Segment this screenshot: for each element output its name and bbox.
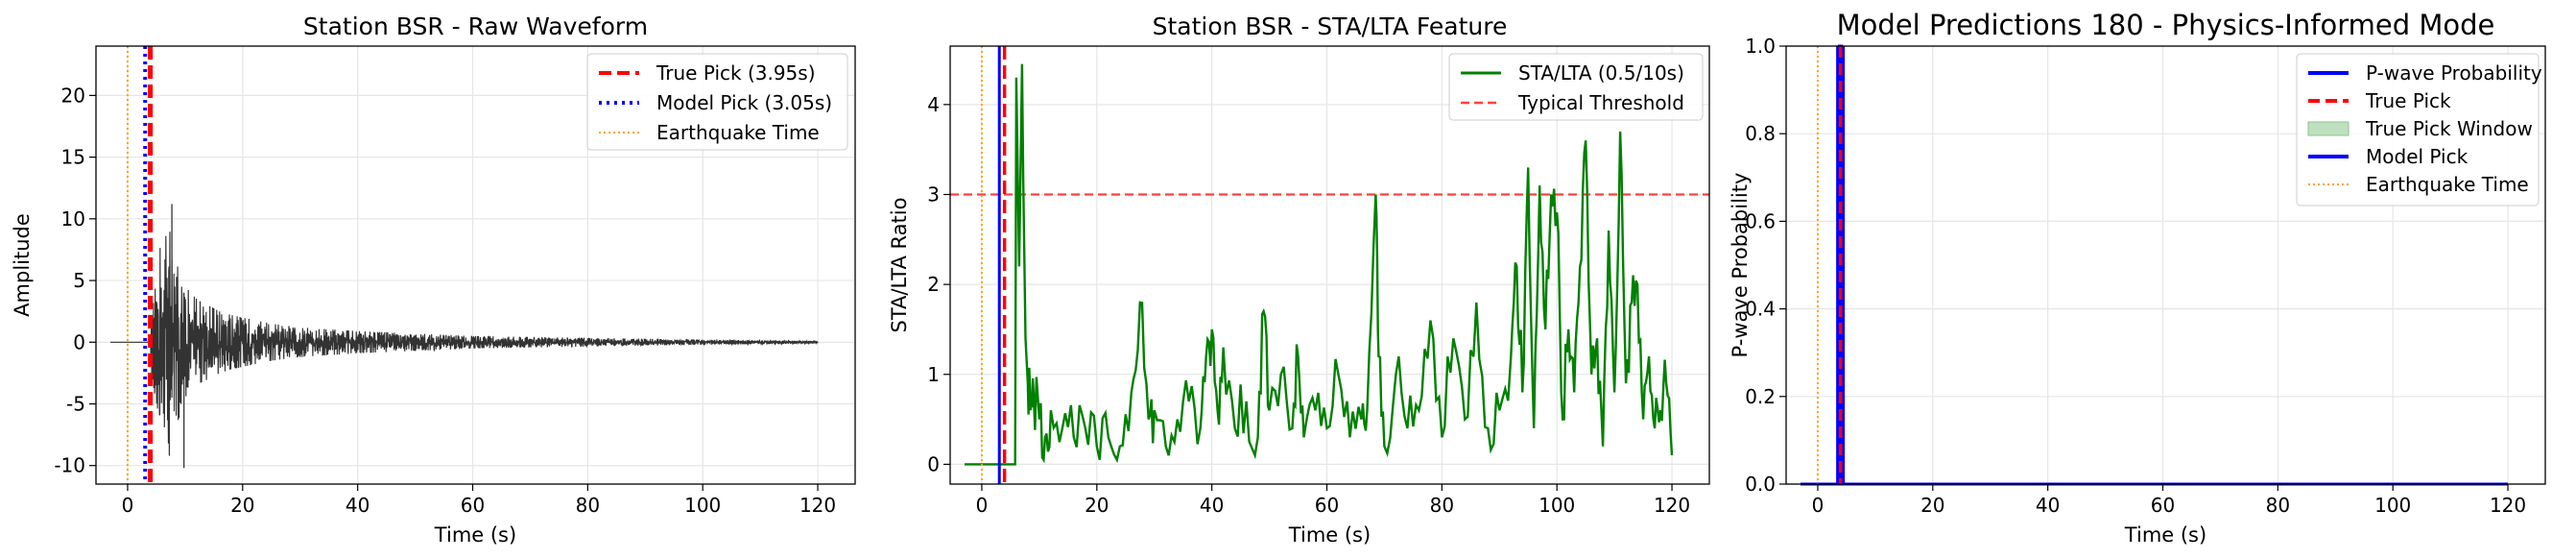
plot-frame-1 [95, 45, 856, 485]
x-tick-label: 0 [122, 494, 134, 517]
sta-lta-line [965, 63, 1674, 466]
y-tick-label: 0.4 [1745, 298, 1776, 321]
panel-model-predictions: 0 20 40 60 80 100 120 0.0 0.2 0.4 0.6 0.8 1.0 Model … [1729, 9, 2546, 547]
x-tick-label: 100 [2374, 494, 2411, 517]
y-tick-label: 0.2 [1745, 385, 1776, 408]
legend-3-swatch-window [2307, 121, 2349, 136]
x-tick-label: 80 [2266, 494, 2290, 517]
y-tick-label: 10 [61, 207, 85, 231]
chart-title-3: Model Predictions 180 - Physics-Informed… [1837, 9, 2495, 41]
y-tick-label: 4 [927, 93, 940, 116]
plot-frame-2 [949, 45, 1710, 485]
x-axis-label-1: Time (s) [434, 523, 516, 547]
x-tick-label: 80 [1430, 494, 1454, 517]
legend-3-label-earthquake: Earthquake Time [2366, 173, 2529, 196]
x-tick-label: 40 [1200, 494, 1224, 517]
legend-box-2 [1448, 53, 1704, 121]
y-axis-label-2: STA/LTA Ratio [888, 198, 911, 333]
ticks-3: 0 20 40 60 80 100 120 0.0 0.2 0.4 0.6 0.8 1.0 [1745, 35, 2526, 517]
x-tick-label: 20 [1920, 494, 1944, 517]
x-tick-label: 120 [1654, 494, 1690, 517]
x-tick-label: 100 [1538, 494, 1575, 517]
legend-3-label-true-pick: True Pick [2365, 89, 2451, 112]
x-axis-label-3: Time (s) [2124, 523, 2206, 547]
y-tick-label: 0.0 [1745, 473, 1776, 496]
chart-title-1: Station BSR - Raw Waveform [303, 12, 648, 40]
y-tick-label: 0 [927, 452, 940, 475]
x-tick-label: 40 [2036, 494, 2060, 517]
x-tick-label: 60 [2151, 494, 2175, 517]
x-tick-label: 120 [2490, 494, 2526, 517]
chart-title-2: Station BSR - STA/LTA Feature [1153, 12, 1508, 40]
x-tick-label: 0 [976, 494, 989, 517]
y-tick-label: 2 [927, 273, 940, 296]
legend-1-label-model-pick: Model Pick (3.05s) [656, 91, 832, 114]
y-tick-label: 15 [61, 146, 85, 169]
panel-sta-lta: 0 20 40 60 80 100 120 0 1 2 3 4 Station BSR - STA/L… [888, 12, 1710, 547]
legend-2: STA/LTA (0.5/10s) Typical Threshold [1448, 53, 1704, 121]
y-tick-label: 3 [927, 182, 940, 206]
legend-3-label-model-pick: Model Pick [2366, 145, 2469, 168]
legend-box-3 [2296, 53, 2540, 207]
plot-frame-3 [1785, 45, 2546, 485]
legend-1: True Pick (3.95s) Model Pick (3.05s) Ear… [586, 53, 848, 151]
y-tick-label: 1.0 [1745, 35, 1776, 58]
ticks-2: 0 20 40 60 80 100 120 0 1 2 3 4 [927, 93, 1690, 517]
y-tick-label: 20 [61, 84, 85, 107]
y-tick-label: 0.8 [1745, 122, 1776, 145]
y-axis-label-1: Amplitude [11, 213, 34, 317]
y-axis-label-3: P-wave Probability [1729, 173, 1752, 358]
y-tick-label: 0.6 [1745, 209, 1776, 232]
marks-1 [110, 46, 819, 484]
legend-3-label-window: True Pick Window [2365, 117, 2533, 140]
waveform-line [110, 231, 819, 456]
legend-box-1 [586, 53, 848, 151]
y-tick-label: -5 [66, 393, 85, 416]
x-tick-label: 0 [1812, 494, 1825, 517]
x-tick-label: 20 [230, 494, 254, 517]
x-axis-label-2: Time (s) [1288, 523, 1371, 547]
x-tick-label: 20 [1085, 494, 1109, 517]
x-tick-label: 60 [1315, 494, 1339, 517]
legend-1-label-earthquake: Earthquake Time [656, 121, 820, 144]
legend-2-label-threshold: Typical Threshold [1517, 91, 1684, 114]
marks-2 [950, 46, 1709, 484]
x-tick-label: 120 [799, 494, 836, 517]
y-tick-label: 0 [73, 330, 85, 353]
legend-3-label-probability: P-wave Probability [2366, 61, 2542, 85]
y-tick-label: -10 [54, 454, 85, 477]
legend-1-label-true-pick: True Pick (3.95s) [656, 61, 816, 85]
legend-2-label-sta-lta: STA/LTA (0.5/10s) [1518, 61, 1684, 85]
y-tick-label: 5 [73, 269, 85, 292]
legend-3: P-wave Probability True Pick True Pick W… [2296, 53, 2542, 207]
x-tick-label: 60 [461, 494, 485, 517]
x-tick-label: 100 [684, 494, 721, 517]
x-tick-label: 80 [576, 494, 600, 517]
panel-raw-waveform: 0 20 40 60 80 100 120 -10 -5 0 5 10 15 20 Station BSR… [11, 12, 856, 547]
x-tick-label: 40 [346, 494, 370, 517]
y-tick-label: 1 [927, 363, 940, 386]
ticks-1: 0 20 40 60 80 100 120 -10 -5 0 5 10 15 20 [54, 84, 836, 517]
